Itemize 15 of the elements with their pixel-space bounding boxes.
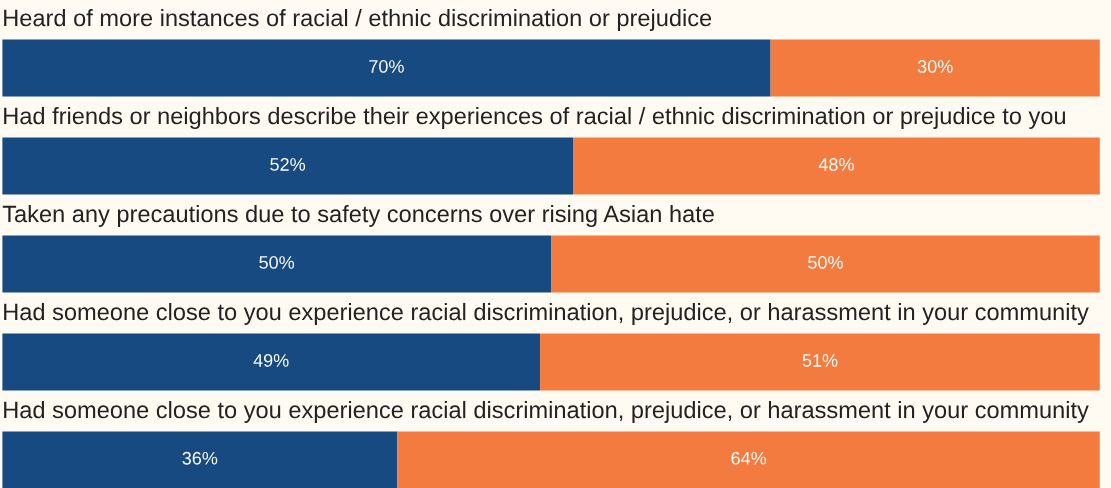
data-label: 51% — [802, 354, 838, 367]
data-label: 49% — [253, 354, 289, 367]
data-label: 30% — [917, 60, 953, 73]
data-label: 50% — [259, 256, 295, 269]
y-tick-label: Had someone close to you experience racial discrimination, prejudice, or harassment in your community — [4, 302, 1089, 325]
data-label: 50% — [808, 256, 843, 269]
y-tick-label: Taken any precautions due to safety concerns over rising Asian hate — [2, 204, 714, 227]
y-tick-label: Heard of more instances of racial / ethnic discrimination or prejudice — [4, 8, 712, 31]
data-label: 70% — [369, 60, 404, 73]
data-label: 64% — [731, 451, 767, 465]
y-tick-label: Had someone close to you experience racial discrimination, prejudice, or harassment in your community — [4, 400, 1089, 423]
data-label: 36% — [182, 451, 218, 465]
y-tick-label: Had friends or neighbors describe their experiences of racial / ethnic discrimination or prejudice to you — [4, 106, 1066, 129]
data-label: 52% — [270, 158, 306, 171]
data-label: 48% — [818, 158, 854, 171]
